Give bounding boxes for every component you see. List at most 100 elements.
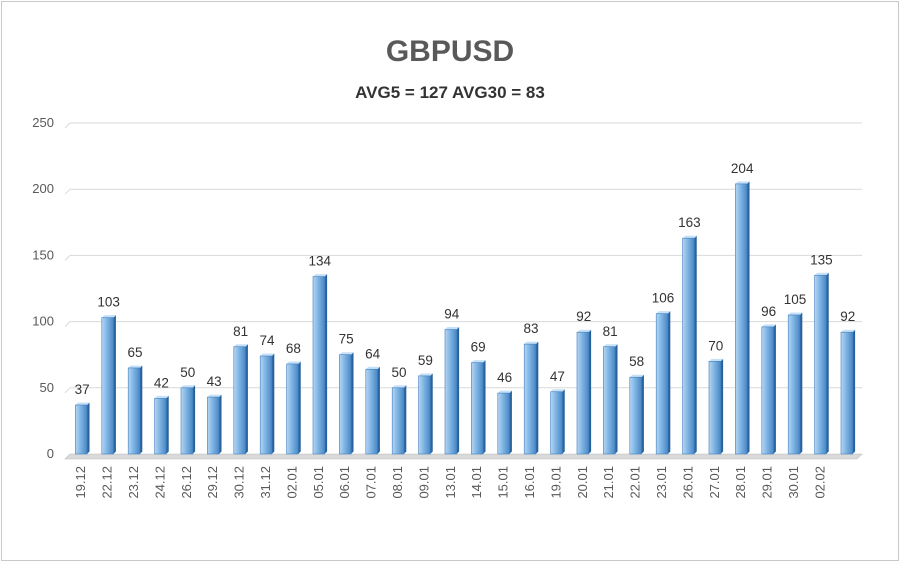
bar-side — [324, 274, 328, 454]
y-axis: 0 50 100 150 200 250 — [32, 115, 54, 461]
bar-side — [562, 389, 565, 454]
data-label: 37 — [75, 382, 90, 397]
data-label: 94 — [444, 307, 460, 322]
bar-top — [154, 395, 169, 399]
y-tick-label: 200 — [32, 181, 54, 196]
x-tick-label: 22.12 — [100, 466, 115, 499]
bar — [154, 398, 167, 455]
x-tick-label: 23.01 — [654, 466, 669, 499]
bar-top — [708, 358, 724, 362]
bar-top — [233, 344, 248, 347]
bar-top — [524, 341, 539, 345]
chart-subtitle: AVG5 = 127 AVG30 = 83 — [355, 83, 545, 102]
bar — [576, 331, 589, 455]
data-label: 58 — [629, 354, 644, 369]
x-tick-label: 30.12 — [232, 466, 247, 499]
bar — [180, 387, 193, 455]
data-label: 59 — [418, 353, 433, 368]
bar — [101, 317, 114, 455]
bar-side — [694, 235, 697, 454]
data-label: 96 — [761, 304, 776, 319]
gridlines — [64, 122, 863, 460]
bar-top — [682, 235, 697, 239]
bar-side — [720, 358, 724, 454]
bar — [286, 363, 299, 455]
x-tick-label: 02.02 — [812, 466, 827, 499]
bar-top — [814, 272, 829, 276]
bar-side — [87, 402, 90, 454]
bar-side — [271, 353, 275, 454]
data-label: 50 — [180, 365, 195, 380]
x-tick-label: 07.01 — [364, 466, 379, 499]
x-tick-label: 23.12 — [126, 466, 141, 499]
data-label: 163 — [678, 215, 701, 230]
data-label: 64 — [365, 346, 381, 361]
bar-side — [192, 385, 196, 454]
x-tick-label: 28.01 — [733, 466, 748, 499]
x-tick-label: 05.01 — [311, 466, 326, 499]
bar-side — [799, 312, 803, 454]
bar-top — [550, 389, 565, 392]
x-tick-label: 09.01 — [416, 466, 431, 499]
x-tick-label: 14.01 — [469, 466, 484, 499]
x-tick-label: 13.01 — [443, 466, 458, 499]
gridline-depth — [64, 387, 71, 394]
bar-top — [788, 312, 803, 315]
x-tick-label: 26.01 — [680, 466, 695, 499]
bar — [814, 274, 827, 455]
data-label: 70 — [708, 338, 723, 353]
data-label: 69 — [471, 340, 486, 355]
bar-top — [444, 327, 460, 330]
bar-side — [773, 324, 776, 454]
bar — [550, 391, 563, 455]
x-tick-label: 08.01 — [390, 466, 405, 499]
chart-title: GBPUSD — [386, 35, 514, 68]
data-label: 50 — [391, 365, 406, 380]
bar — [471, 362, 484, 455]
bar — [761, 326, 774, 455]
bar — [259, 355, 273, 455]
data-label: 43 — [207, 374, 222, 389]
data-label: 204 — [731, 161, 754, 176]
bar — [655, 313, 669, 455]
data-label: 42 — [154, 375, 169, 390]
bar-side — [139, 365, 143, 454]
data-label: 135 — [810, 252, 833, 267]
bar-side — [113, 315, 116, 454]
bar — [603, 346, 616, 455]
x-tick-label: 16.01 — [522, 466, 537, 499]
x-axis-labels: 19.12 22.12 23.12 24.12 26.12 29.12 30.12 31.12… — [73, 466, 827, 499]
bar-top — [418, 373, 433, 376]
data-label: 65 — [127, 345, 142, 360]
gridline-depth — [64, 255, 71, 261]
data-label: 81 — [603, 324, 618, 339]
x-tick-label: 29.01 — [760, 466, 775, 499]
bar — [629, 376, 642, 455]
bar-side — [747, 181, 750, 455]
x-tick-label: 22.01 — [628, 466, 643, 499]
y-tick-label: 150 — [32, 247, 54, 262]
y-tick-label: 250 — [32, 115, 54, 130]
bar — [523, 343, 537, 455]
bar-top — [576, 329, 592, 333]
bar-top — [629, 374, 644, 378]
data-label: 81 — [233, 324, 248, 339]
y-tick-label: 100 — [32, 314, 54, 329]
data-label: 134 — [309, 254, 332, 269]
x-tick-label: 21.01 — [601, 466, 616, 499]
bar-top — [761, 324, 776, 327]
x-tick-label: 19.12 — [73, 466, 88, 499]
bar — [735, 183, 748, 455]
bar-side — [509, 390, 512, 454]
bar — [418, 375, 431, 455]
data-label: 103 — [97, 295, 120, 310]
data-label: 74 — [259, 333, 275, 348]
bar-top — [392, 385, 407, 388]
bar-top — [471, 360, 486, 363]
bar — [391, 387, 405, 455]
bar — [787, 314, 801, 455]
data-label: 46 — [497, 370, 512, 385]
x-tick-label: 02.01 — [284, 466, 299, 499]
